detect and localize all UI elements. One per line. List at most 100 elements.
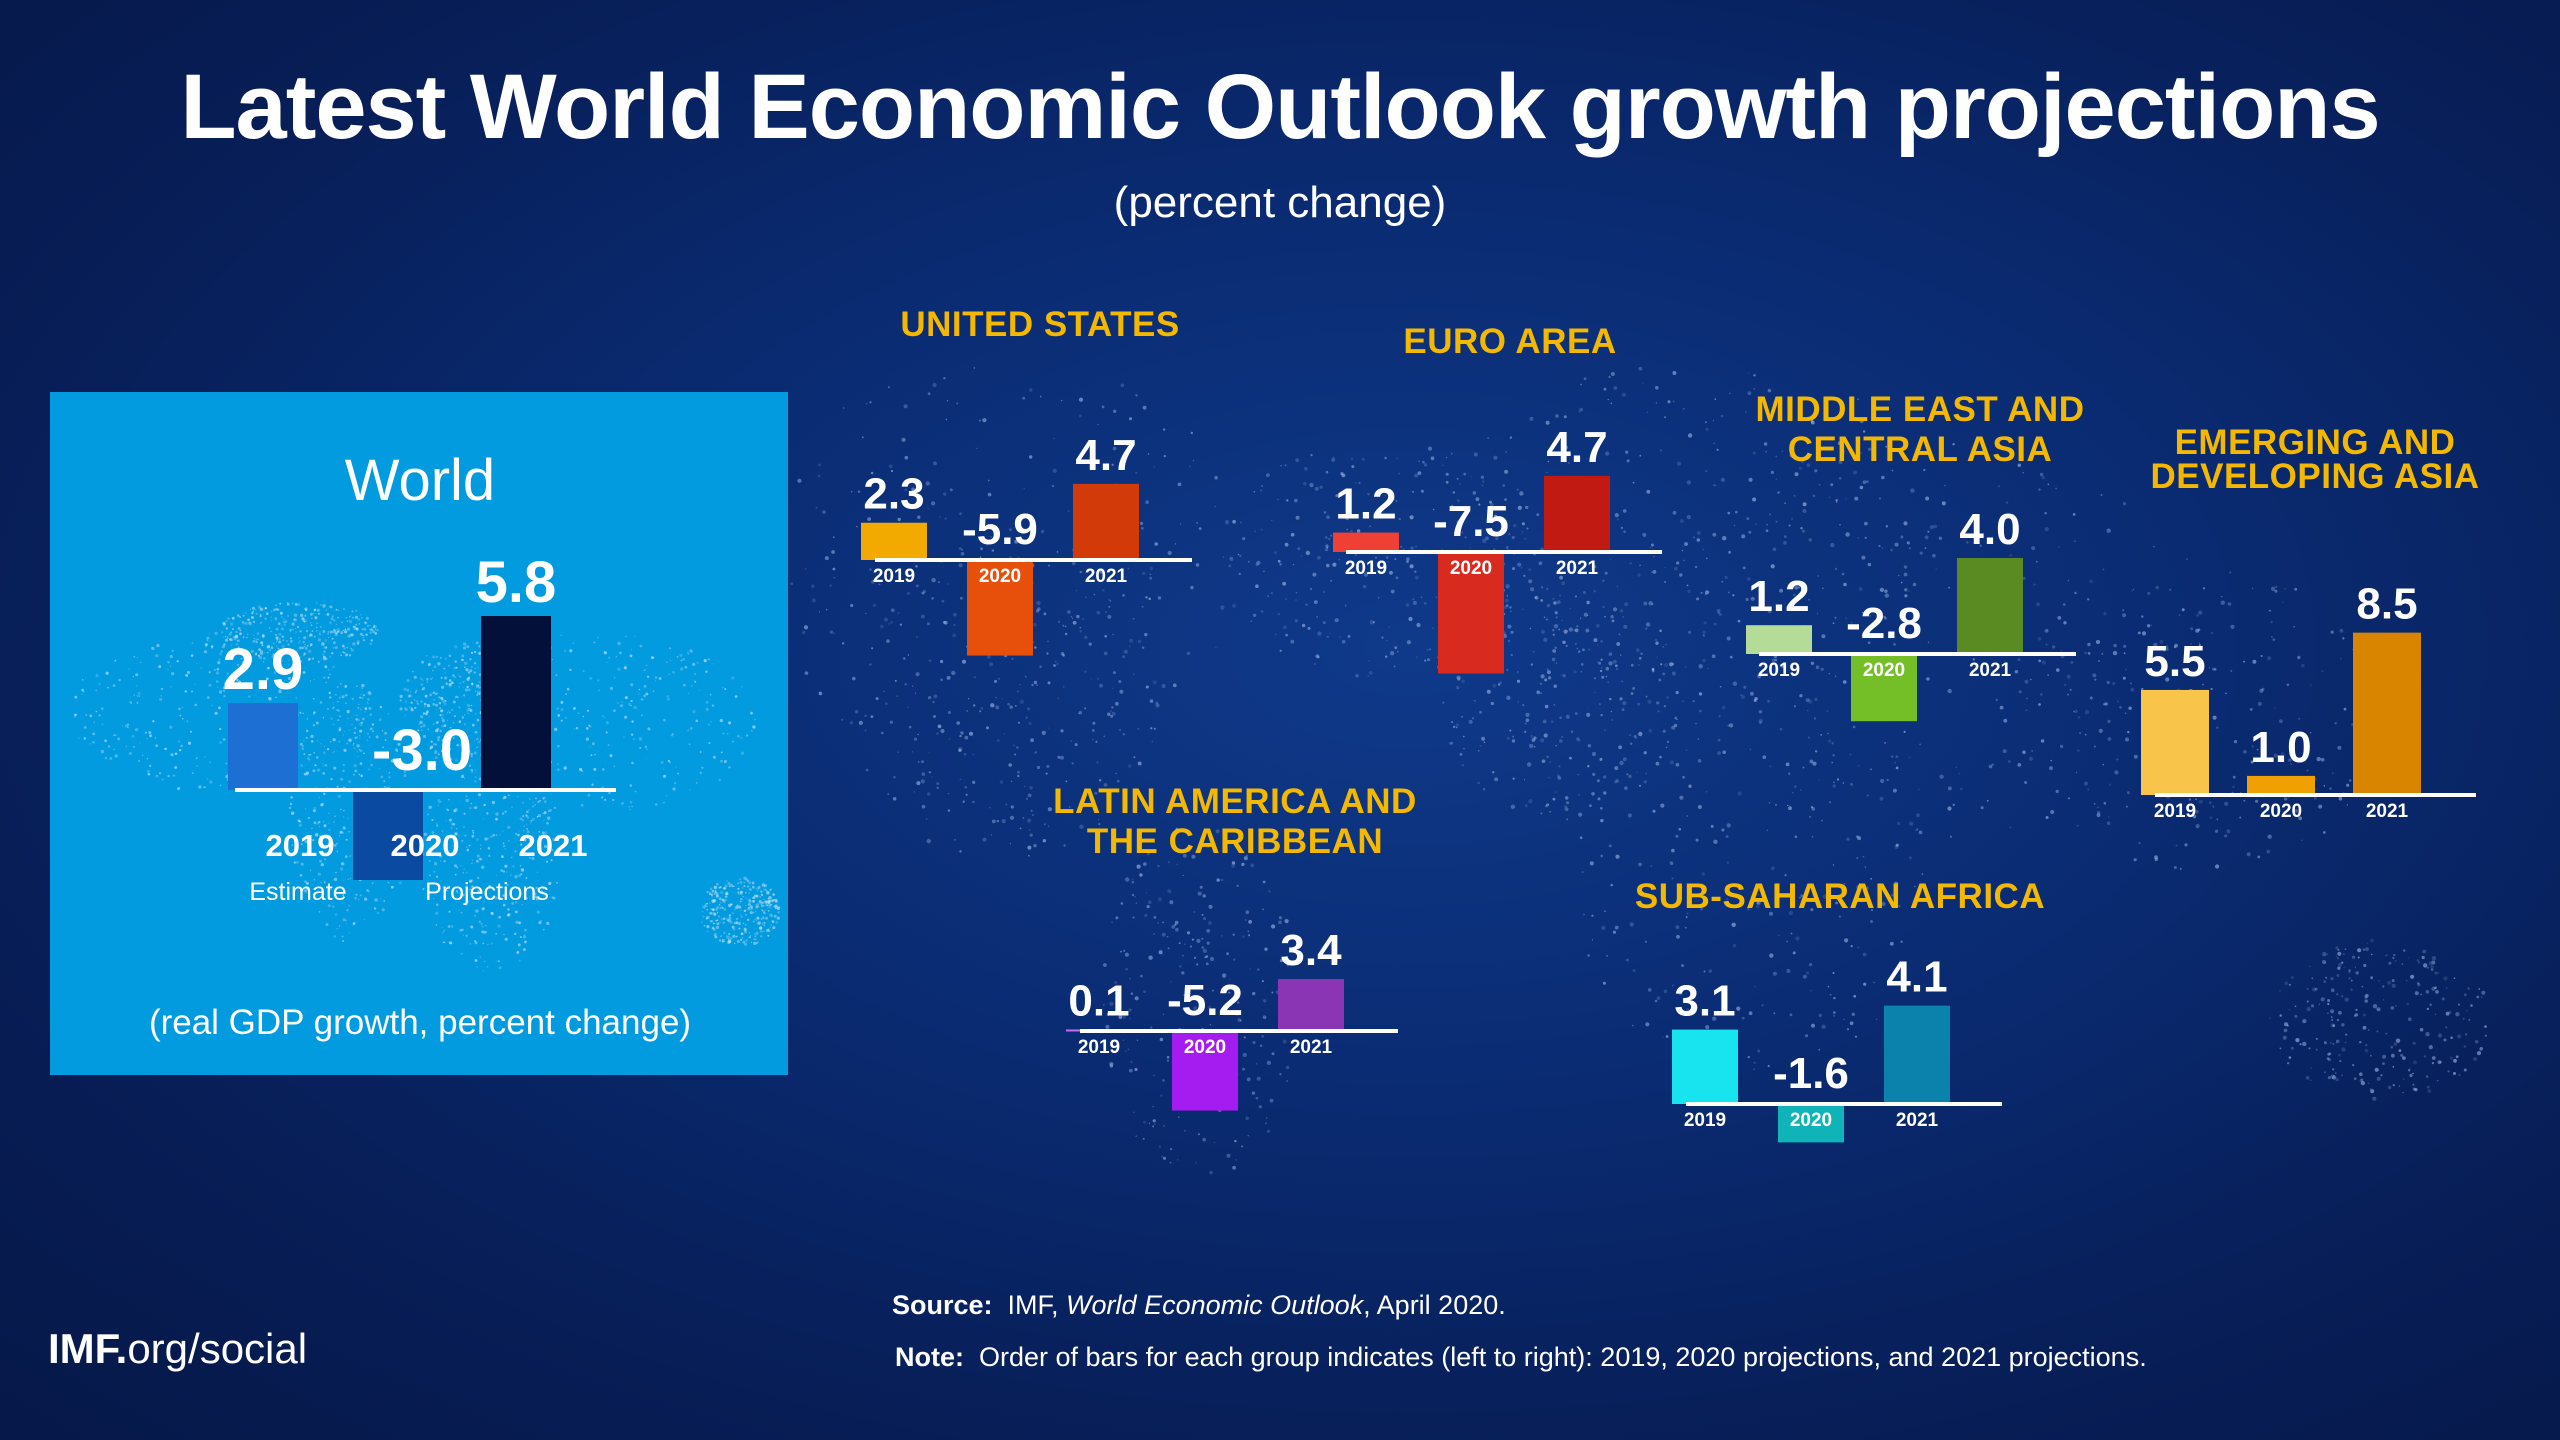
map-dot (2326, 953, 2329, 956)
map-dot (1725, 835, 1729, 838)
map-dot (1908, 756, 1911, 759)
map-dot (1304, 467, 1308, 471)
tick-label-middle-east-2021: 2021 (1969, 660, 2012, 681)
map-dot (989, 662, 993, 667)
map-dot (936, 782, 940, 785)
map-dot (2030, 678, 2032, 681)
map-dot (1001, 819, 1006, 824)
map-dot (890, 469, 894, 473)
map-dot (1201, 937, 1204, 940)
map-dot (1818, 779, 1821, 781)
map-dot (804, 671, 809, 675)
map-dot (2106, 821, 2111, 825)
map-dot (1767, 609, 1772, 614)
region-label-united-states: UNITED STATES (900, 305, 1180, 344)
map-dot (1228, 564, 1232, 568)
map-dot (2466, 1010, 2468, 1012)
map-dot (2138, 841, 2141, 845)
map-dot (883, 690, 885, 692)
map-dot (1395, 457, 1398, 460)
map-dot (1811, 1023, 1815, 1028)
tick-label-emerging-asia-2019: 2019 (2154, 801, 2196, 822)
map-dot (1625, 450, 1629, 454)
map-dot (1261, 485, 1263, 487)
map-dot (1162, 428, 1166, 431)
map-dot (881, 731, 884, 735)
map-dot (2330, 630, 2334, 634)
map-dot (1702, 658, 1706, 663)
map-dot (1452, 491, 1456, 494)
map-dot (815, 506, 818, 509)
map-dot (1785, 762, 1790, 767)
map-dot (1111, 706, 1114, 709)
map-dot (1632, 687, 1635, 690)
map-dot (2127, 730, 2130, 734)
map-dot (1616, 585, 1619, 588)
map-dot (988, 539, 991, 542)
map-dot (1160, 1094, 1163, 1097)
map-dot (2437, 972, 2440, 974)
map-dot (1845, 498, 1847, 500)
map-dot (1765, 529, 1769, 532)
map-dot (1617, 518, 1619, 521)
map-dot (2476, 1051, 2482, 1056)
map-dot (1697, 759, 1702, 763)
map-dot (951, 670, 956, 676)
map-dot (2049, 766, 2053, 771)
map-dot (1909, 547, 1911, 550)
map-dot (1028, 829, 1031, 832)
map-dot (2282, 1035, 2287, 1040)
map-dot (1420, 596, 1423, 598)
map-dot (1456, 477, 1459, 480)
map-dot (1107, 614, 1112, 619)
map-dot (1669, 760, 1675, 765)
map-dot (1614, 925, 1619, 930)
map-dot (1256, 560, 1261, 565)
map-dot (982, 837, 987, 842)
map-dot (979, 556, 982, 559)
map-dot (1022, 396, 1026, 400)
map-dot (2133, 858, 2137, 862)
map-dot (1821, 819, 1823, 822)
map-dot (2323, 785, 2326, 787)
map-dot (1753, 699, 1757, 702)
value-label-world-2020: -3.0 (372, 718, 472, 783)
map-dot (1285, 1065, 1290, 1070)
map-dot (2312, 987, 2317, 992)
map-dot (921, 614, 925, 619)
map-dot (2470, 1004, 2473, 1007)
map-dot (1504, 498, 1508, 502)
map-dot (1789, 1013, 1793, 1017)
map-dot (1098, 822, 1101, 826)
map-dot (1808, 699, 1813, 704)
map-dot (1842, 782, 1845, 784)
map-dot (1406, 640, 1411, 645)
map-dot (1029, 786, 1033, 790)
map-dot (2370, 976, 2374, 980)
map-dot (2409, 1067, 2411, 1069)
map-dot (1918, 447, 1922, 451)
map-dot (1873, 981, 1875, 984)
map-dot (1056, 551, 1059, 553)
imf-brand-link[interactable]: IMF.org/social (48, 1325, 307, 1373)
map-dot (1103, 735, 1106, 738)
map-dot (2355, 1008, 2358, 1012)
map-dot (2270, 620, 2273, 624)
map-dot (1851, 1012, 1856, 1016)
map-dot (1084, 670, 1087, 673)
map-dot (2249, 708, 2253, 711)
map-dot (2468, 1019, 2471, 1021)
map-dot (2290, 1046, 2294, 1050)
map-dot (2022, 576, 2026, 580)
map-dot (2393, 953, 2396, 957)
map-dot (1752, 497, 1757, 502)
map-dot (1178, 1116, 1180, 1118)
map-dot (2094, 678, 2097, 681)
map-dot (1684, 542, 1688, 546)
map-dot (996, 739, 1000, 743)
map-dot (1201, 946, 1204, 949)
map-dot (2279, 719, 2283, 723)
map-dot (1326, 563, 1330, 568)
map-dot (2045, 816, 2049, 819)
